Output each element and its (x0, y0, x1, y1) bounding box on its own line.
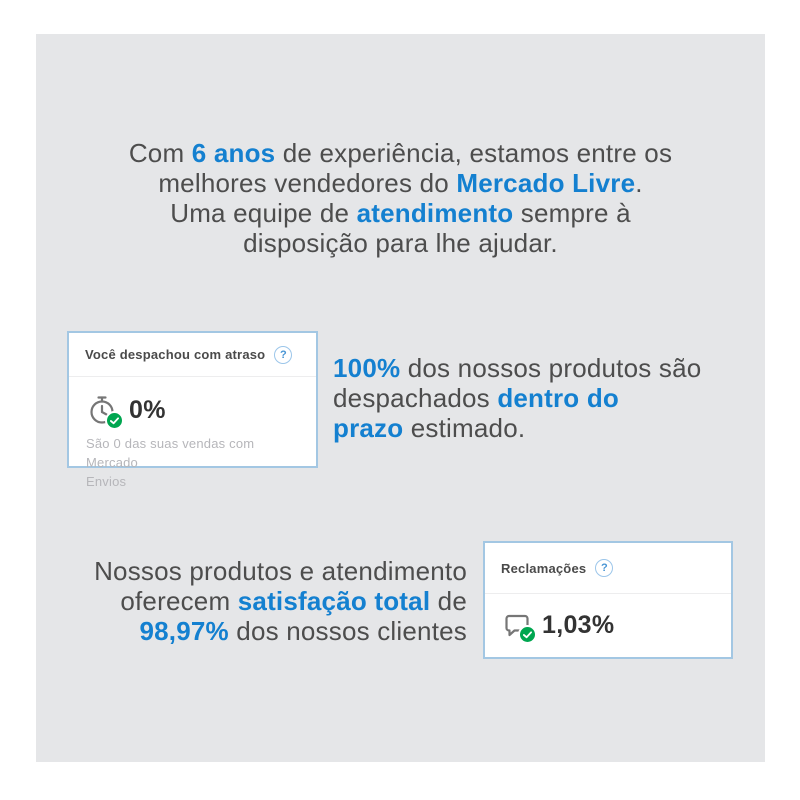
shipping-card-title: Você despachou com atraso (85, 347, 266, 362)
stopwatch-icon (86, 393, 124, 430)
shipping-card-subtitle: São 0 das suas vendas com Mercado Envios (86, 436, 255, 489)
shipping-card-header: Você despachou com atraso ? (69, 333, 316, 377)
chat-bubble-icon (502, 610, 537, 644)
shipping-delay-card: Você despachou com atraso ? (67, 331, 318, 489)
intro-text: Com 6 anos de experiência, estamos entre… (128, 138, 673, 258)
complaints-stat-value: 1,03% (542, 611, 615, 639)
complaints-card: Reclamações ? 1,03% (483, 541, 733, 659)
complaints-card-header: Reclamações ? (485, 543, 731, 594)
check-badge-icon (105, 411, 124, 430)
on-time-shipping-text: 100% dos nossos produtos são despachados … (333, 353, 702, 443)
complaints-stat-row: 1,03% (502, 610, 715, 644)
question-circle-icon[interactable]: ? (274, 345, 293, 364)
complaints-card-title: Reclamações (501, 560, 587, 576)
shipping-stat-value: 0% (129, 395, 166, 424)
shipping-stat-row: 0% (86, 393, 300, 430)
check-badge-icon (518, 625, 537, 644)
complaints-card-body: 1,03% (485, 594, 731, 644)
shipping-card-body: 0% São 0 das suas vendas com Mercado Envi… (69, 377, 316, 491)
question-circle-icon[interactable]: ? (595, 559, 614, 577)
satisfaction-text: Nossos produtos e atendimento oferecem sa… (94, 556, 467, 646)
